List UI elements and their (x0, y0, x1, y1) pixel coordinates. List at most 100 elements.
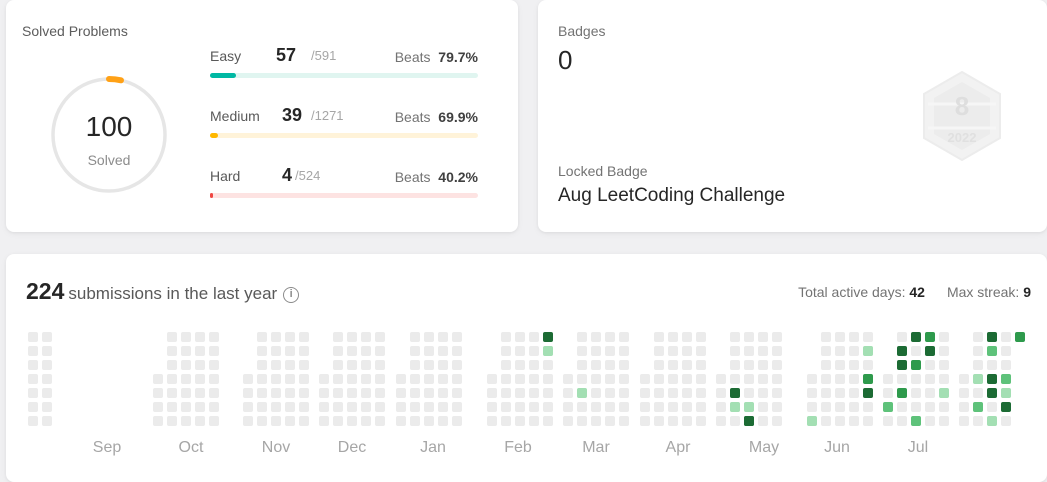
heatmap-cell[interactable] (744, 388, 754, 398)
heatmap-cell[interactable] (181, 332, 191, 342)
heatmap-cell[interactable] (577, 416, 587, 426)
heatmap-cell[interactable] (696, 388, 706, 398)
heatmap-cell[interactable] (987, 402, 997, 412)
heatmap-cell[interactable] (563, 388, 573, 398)
heatmap-cell[interactable] (911, 402, 921, 412)
heatmap-cell[interactable] (716, 416, 726, 426)
heatmap-cell[interactable] (863, 374, 873, 384)
heatmap-cell[interactable] (605, 332, 615, 342)
heatmap-cell[interactable] (1015, 332, 1025, 342)
heatmap-cell[interactable] (863, 402, 873, 412)
heatmap-cell[interactable] (543, 374, 553, 384)
heatmap-cell[interactable] (668, 402, 678, 412)
heatmap-cell[interactable] (563, 374, 573, 384)
heatmap-cell[interactable] (668, 374, 678, 384)
heatmap-cell[interactable] (361, 346, 371, 356)
heatmap-cell[interactable] (501, 332, 511, 342)
heatmap-cell[interactable] (529, 402, 539, 412)
heatmap-cell[interactable] (209, 416, 219, 426)
heatmap-cell[interactable] (772, 332, 782, 342)
heatmap-cell[interactable] (744, 402, 754, 412)
heatmap-cell[interactable] (883, 388, 893, 398)
heatmap-cell[interactable] (939, 360, 949, 370)
heatmap-cell[interactable] (730, 332, 740, 342)
heatmap-cell[interactable] (619, 374, 629, 384)
heatmap-cell[interactable] (42, 346, 52, 356)
heatmap-cell[interactable] (257, 374, 267, 384)
heatmap-cell[interactable] (515, 360, 525, 370)
heatmap-cell[interactable] (987, 332, 997, 342)
heatmap-cell[interactable] (501, 346, 511, 356)
heatmap-cell[interactable] (682, 388, 692, 398)
heatmap-cell[interactable] (543, 388, 553, 398)
heatmap-cell[interactable] (243, 374, 253, 384)
heatmap-cell[interactable] (42, 388, 52, 398)
heatmap-cell[interactable] (640, 374, 650, 384)
heatmap-cell[interactable] (730, 374, 740, 384)
heatmap-cell[interactable] (835, 402, 845, 412)
heatmap-cell[interactable] (271, 388, 281, 398)
heatmap-cell[interactable] (897, 346, 907, 356)
heatmap-cell[interactable] (271, 374, 281, 384)
heatmap-cell[interactable] (347, 374, 357, 384)
heatmap-cell[interactable] (758, 388, 768, 398)
heatmap-cell[interactable] (682, 374, 692, 384)
heatmap-cell[interactable] (619, 346, 629, 356)
heatmap-cell[interactable] (347, 346, 357, 356)
heatmap-cell[interactable] (209, 346, 219, 356)
heatmap-cell[interactable] (716, 374, 726, 384)
heatmap-cell[interactable] (835, 360, 845, 370)
heatmap-cell[interactable] (849, 374, 859, 384)
heatmap-cell[interactable] (257, 388, 267, 398)
heatmap-cell[interactable] (271, 332, 281, 342)
heatmap-cell[interactable] (987, 388, 997, 398)
heatmap-cell[interactable] (299, 360, 309, 370)
heatmap-cell[interactable] (973, 388, 983, 398)
heatmap-cell[interactable] (911, 360, 921, 370)
heatmap-cell[interactable] (452, 346, 462, 356)
heatmap-cell[interactable] (911, 388, 921, 398)
heatmap-cell[interactable] (973, 346, 983, 356)
heatmap-cell[interactable] (758, 374, 768, 384)
heatmap-cell[interactable] (758, 346, 768, 356)
heatmap-cell[interactable] (438, 374, 448, 384)
heatmap-cell[interactable] (758, 402, 768, 412)
heatmap-cell[interactable] (181, 360, 191, 370)
heatmap-cell[interactable] (654, 388, 664, 398)
heatmap-cell[interactable] (640, 402, 650, 412)
heatmap-cell[interactable] (271, 402, 281, 412)
heatmap-cell[interactable] (153, 374, 163, 384)
heatmap-cell[interactable] (605, 374, 615, 384)
heatmap-cell[interactable] (716, 388, 726, 398)
heatmap-cell[interactable] (959, 374, 969, 384)
heatmap-cell[interactable] (333, 360, 343, 370)
heatmap-cell[interactable] (849, 346, 859, 356)
heatmap-cell[interactable] (849, 416, 859, 426)
heatmap-cell[interactable] (271, 346, 281, 356)
heatmap-cell[interactable] (543, 416, 553, 426)
heatmap-cell[interactable] (28, 388, 38, 398)
heatmap-cell[interactable] (424, 332, 434, 342)
heatmap-cell[interactable] (396, 388, 406, 398)
heatmap-cell[interactable] (668, 346, 678, 356)
heatmap-cell[interactable] (543, 402, 553, 412)
heatmap-cell[interactable] (730, 388, 740, 398)
heatmap-cell[interactable] (361, 388, 371, 398)
heatmap-cell[interactable] (271, 416, 281, 426)
heatmap-cell[interactable] (410, 332, 420, 342)
heatmap-cell[interactable] (696, 360, 706, 370)
heatmap-cell[interactable] (209, 332, 219, 342)
heatmap-cell[interactable] (333, 374, 343, 384)
heatmap-cell[interactable] (515, 416, 525, 426)
heatmap-cell[interactable] (744, 374, 754, 384)
heatmap-cell[interactable] (285, 402, 295, 412)
heatmap-cell[interactable] (438, 402, 448, 412)
heatmap-cell[interactable] (730, 360, 740, 370)
heatmap-cell[interactable] (640, 416, 650, 426)
heatmap-cell[interactable] (939, 346, 949, 356)
heatmap-cell[interactable] (319, 374, 329, 384)
heatmap-cell[interactable] (744, 416, 754, 426)
heatmap-cell[interactable] (911, 374, 921, 384)
heatmap-cell[interactable] (167, 416, 177, 426)
heatmap-cell[interactable] (257, 332, 267, 342)
